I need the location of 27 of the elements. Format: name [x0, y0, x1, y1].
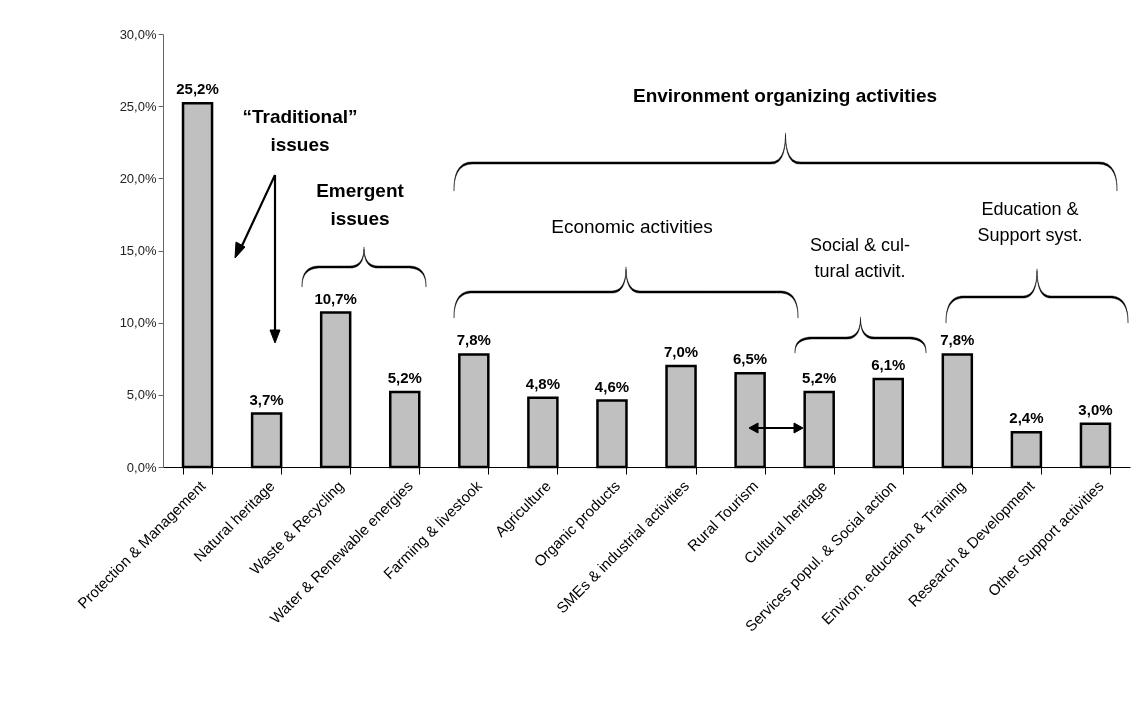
- data-label: 3,7%: [249, 390, 284, 408]
- data-label: 7,8%: [456, 331, 491, 349]
- y-tick-label: 30,0%: [119, 26, 157, 42]
- y-tick-label: 25,0%: [119, 98, 157, 114]
- data-label: 25,2%: [176, 80, 219, 98]
- annotation: Economic activities: [551, 216, 713, 237]
- data-label: 3,0%: [1078, 400, 1113, 418]
- data-label: 6,1%: [871, 355, 906, 373]
- annotation: Social & cul- tural activit.: [809, 235, 911, 282]
- data-label: 2,4%: [1009, 409, 1044, 427]
- y-tick-label: 10,0%: [119, 315, 157, 331]
- annotation: Emergent issues: [316, 180, 405, 229]
- data-label: 4,6%: [594, 377, 630, 395]
- data-label: 7,8%: [940, 331, 975, 349]
- data-label: 5,2%: [387, 368, 422, 386]
- data-label: 6,5%: [733, 350, 768, 368]
- y-tick-label: 0,0%: [126, 459, 157, 475]
- data-label: 7,0%: [663, 342, 699, 360]
- annotation: “Traditional” issues: [242, 106, 358, 155]
- data-label: 4,8%: [525, 374, 560, 392]
- y-tick-label: 15,0%: [119, 243, 157, 258]
- y-tick-label: 20,0%: [119, 170, 157, 186]
- annotation: Environment organizing activities: [632, 85, 938, 106]
- data-label: 10,7%: [314, 289, 357, 307]
- y-tick-label: 5,0%: [126, 387, 157, 403]
- annotation: Education & Support syst.: [977, 199, 1083, 246]
- data-label: 5,2%: [802, 368, 837, 386]
